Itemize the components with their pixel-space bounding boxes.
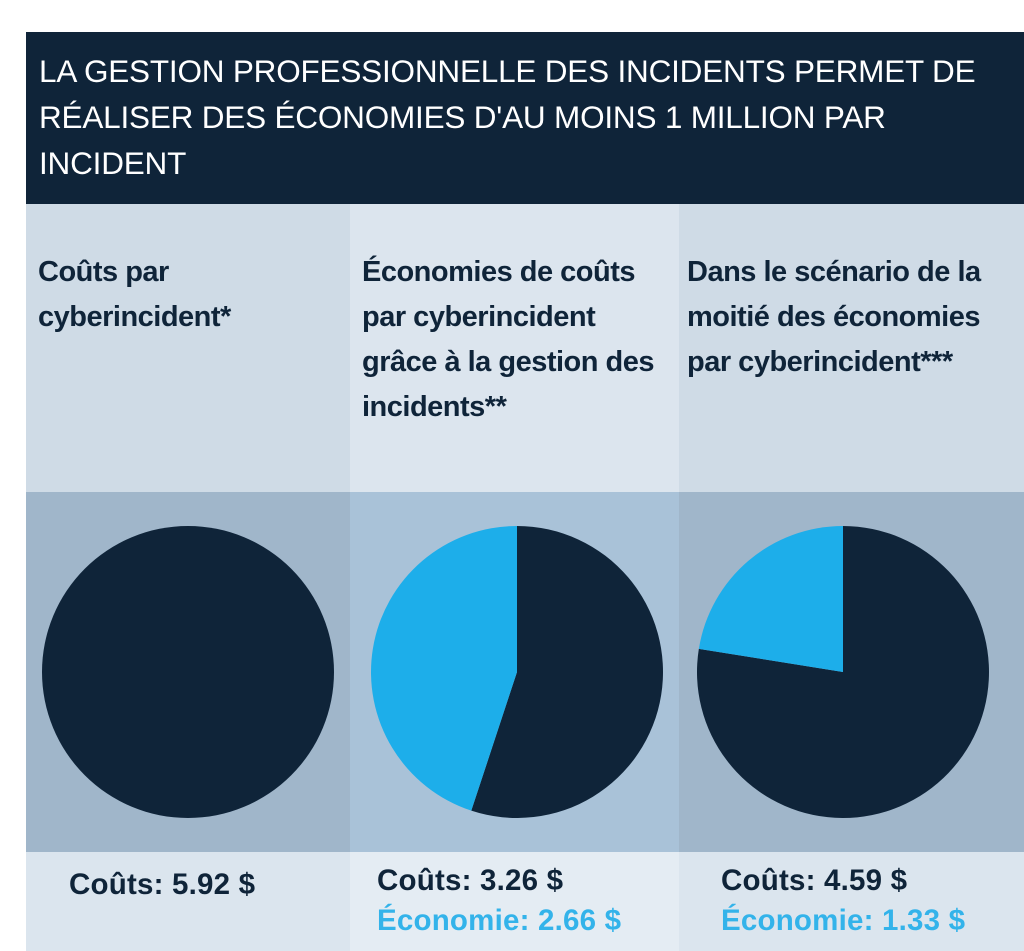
pie-slice-savings <box>698 526 843 672</box>
chart-title: LA GESTION PROFESSIONNELLE DES INCIDENTS… <box>39 53 976 181</box>
cost-label: Coûts: 4.59 $ <box>721 864 908 897</box>
column-heading-cell-savings: Économies de coûts par cyberincident grâ… <box>350 204 679 492</box>
column-heading-half-savings: Dans le scénario de la moitié des économ… <box>687 256 981 378</box>
value-panel-savings: Coûts: 3.26 $ Économie: 2.66 $ <box>350 852 679 951</box>
column-heading-cell-half-savings: Dans le scénario de la moitié des économ… <box>679 204 1024 492</box>
column-heading-savings: Économies de coûts par cyberincident grâ… <box>362 256 655 423</box>
pie-panel-costs <box>26 492 350 852</box>
pie-chart-costs <box>42 526 334 818</box>
pie-slice-savings <box>370 526 517 811</box>
column-heading-cell-costs: Coûts par cyberincident* <box>26 204 350 492</box>
savings-label: Économie: 2.66 $ <box>377 904 622 937</box>
savings-label: Économie: 1.33 $ <box>721 904 966 937</box>
pie-slice-costs <box>42 526 334 818</box>
pie-chart-savings <box>370 526 663 818</box>
value-panel-costs: Coûts: 5.92 $ <box>26 852 350 951</box>
cost-label: Coûts: 3.26 $ <box>377 864 564 897</box>
chart-title-banner: LA GESTION PROFESSIONNELLE DES INCIDENTS… <box>26 32 1024 204</box>
pie-panel-savings <box>350 492 679 852</box>
pie-panel-half-savings <box>679 492 1024 852</box>
value-panel-half-savings: Coûts: 4.59 $ Économie: 1.33 $ <box>679 852 1024 951</box>
column-heading-costs: Coûts par cyberincident* <box>38 256 231 333</box>
pie-chart-half-savings <box>697 526 989 818</box>
pie-slice-costs <box>471 526 663 818</box>
cost-label: Coûts: 5.92 $ <box>69 868 256 901</box>
